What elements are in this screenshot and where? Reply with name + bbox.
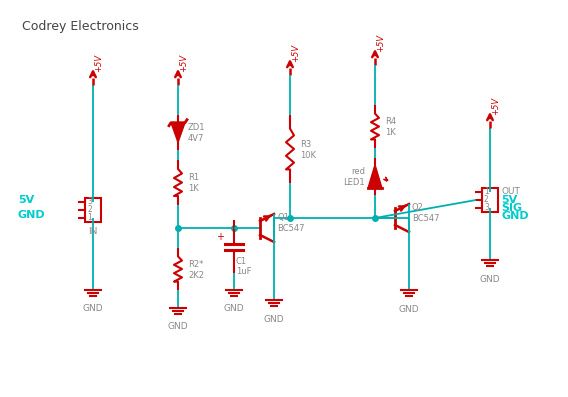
Text: 1: 1 <box>484 187 488 197</box>
Text: +5V: +5V <box>376 34 385 52</box>
Text: 3: 3 <box>484 204 489 212</box>
Text: 2: 2 <box>87 206 92 214</box>
Text: 5V: 5V <box>501 195 517 205</box>
Text: 1: 1 <box>87 214 92 222</box>
Text: +: + <box>216 233 224 243</box>
Text: R3
10K: R3 10K <box>300 140 316 160</box>
Text: ZD1
4V7: ZD1 4V7 <box>188 123 206 143</box>
Polygon shape <box>368 165 382 188</box>
Text: GND: GND <box>480 275 500 284</box>
Bar <box>482 188 498 212</box>
Text: Q1
BC547: Q1 BC547 <box>277 213 304 233</box>
Text: GND: GND <box>264 315 285 324</box>
Text: 3: 3 <box>87 197 92 206</box>
Text: Q2
BC547: Q2 BC547 <box>412 203 440 223</box>
Polygon shape <box>171 123 185 142</box>
Text: Codrey Electronics: Codrey Electronics <box>22 20 139 33</box>
Bar <box>85 198 101 222</box>
Text: GND: GND <box>224 304 244 313</box>
Text: GND: GND <box>18 210 45 220</box>
Text: GND: GND <box>399 305 419 314</box>
Text: SIG: SIG <box>501 203 522 213</box>
Text: +5V: +5V <box>94 54 103 72</box>
Text: R4
1K: R4 1K <box>385 117 396 137</box>
Text: GND: GND <box>168 322 189 331</box>
Text: +5V: +5V <box>491 97 500 115</box>
Text: red
LED1: red LED1 <box>344 167 365 187</box>
Text: C1
1uF: C1 1uF <box>236 256 252 276</box>
Text: OUT: OUT <box>501 187 520 197</box>
Text: R1
1K: R1 1K <box>188 173 199 193</box>
Text: +5V: +5V <box>179 54 188 72</box>
Text: GND: GND <box>83 304 103 313</box>
Text: GND: GND <box>501 211 529 221</box>
Text: R2*
2K2: R2* 2K2 <box>188 260 204 280</box>
Text: 2: 2 <box>484 195 488 204</box>
Text: IN: IN <box>88 227 98 236</box>
Text: 5V: 5V <box>18 195 34 205</box>
Text: +5V: +5V <box>291 44 300 62</box>
